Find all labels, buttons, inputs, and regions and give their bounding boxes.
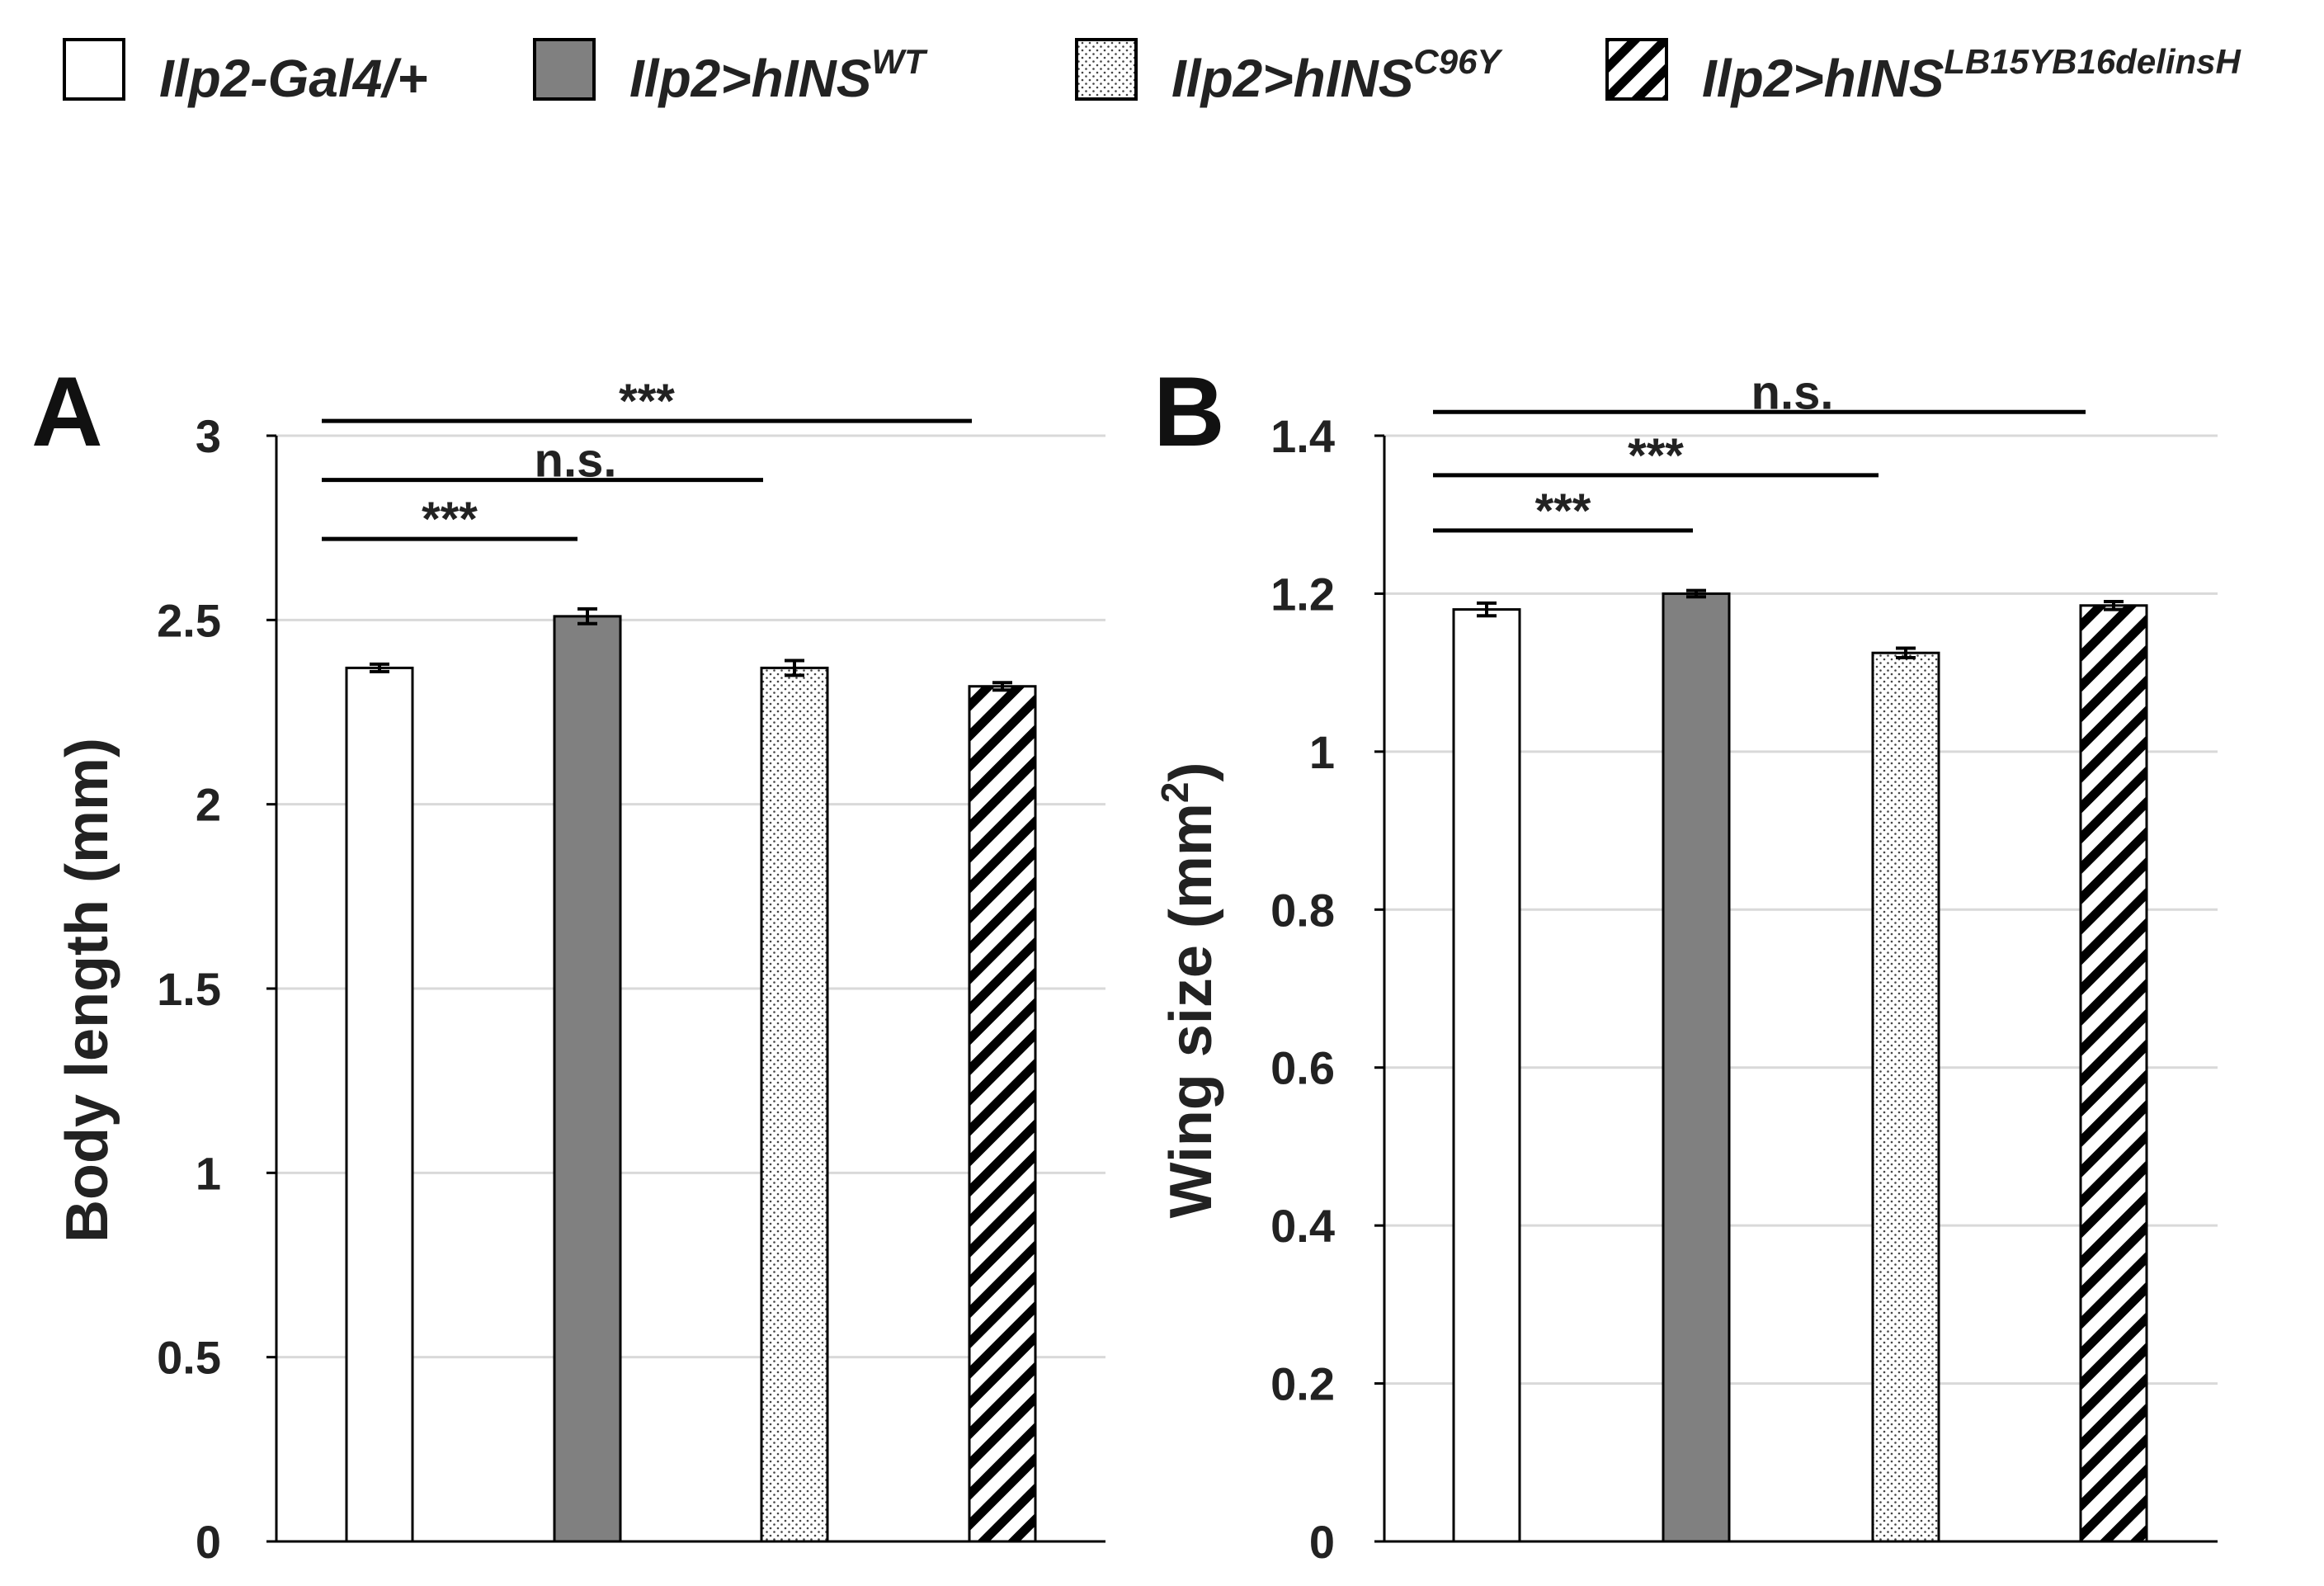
legend-label-base: Ilp2>hINS: [1171, 49, 1414, 108]
significance-label: n.s.: [1751, 366, 1834, 419]
significance-label: ***: [422, 493, 478, 546]
legend-swatch-ctrl: [63, 38, 125, 101]
legend-label-base: Ilp2>hINS: [629, 49, 872, 108]
bar-wt: [553, 615, 622, 1543]
y-axis-title-text: Wing size (mm: [1158, 803, 1224, 1218]
legend-label-superscript: C96Y: [1413, 42, 1503, 81]
bar-lb15: [968, 685, 1037, 1543]
significance-label: n.s.: [535, 434, 617, 488]
y-tick-label: 1.4: [1270, 410, 1335, 462]
bar-ctrl: [1452, 608, 1521, 1543]
panel-b: 0 0.2 0.4 0.6 0.8 1 1.2 1.4 B Wing size (mm2) *** *…: [1153, 356, 2218, 1568]
bar-c96y: [760, 666, 829, 1543]
bar-lb15: [2079, 604, 2148, 1543]
y-tick-label: 1: [196, 1147, 221, 1199]
significance-label: ***: [1628, 429, 1684, 483]
y-tick-label: 0.5: [157, 1332, 221, 1384]
y-axis-title: Body length (mm): [54, 738, 120, 1243]
panel-label: A: [31, 356, 103, 467]
y-tick-label: 1: [1309, 726, 1335, 778]
y-tick-label: 1.2: [1270, 568, 1335, 620]
y-tick-label: 3: [196, 410, 221, 462]
legend-swatch-c96y: [1075, 38, 1138, 101]
legend-label-wt: Ilp2>hINSWT: [629, 42, 928, 108]
y-tick-label: 0.6: [1270, 1042, 1335, 1094]
y-tick-label: 0.2: [1270, 1358, 1335, 1410]
significance-label: ***: [619, 375, 675, 428]
legend-label-base: Ilp2-Gal4/+: [159, 49, 427, 108]
y-axis-title-end: ): [1158, 762, 1224, 782]
legend-label-superscript: LB15YB16delinsH: [1944, 42, 2242, 81]
legend-label-c96y: Ilp2>hINSC96Y: [1171, 42, 1503, 108]
legend-swatch-lb15: [1605, 38, 1668, 101]
bar-ctrl: [345, 666, 414, 1543]
y-axis-title-superscript: 2: [1153, 781, 1196, 803]
y-tick-label: 0.4: [1270, 1200, 1335, 1252]
legend: Ilp2-Gal4/+ Ilp2>hINSWT Ilp2>hINSC96Y Ilp2>…: [63, 38, 2242, 108]
legend-label-ctrl: Ilp2-Gal4/+: [159, 49, 427, 108]
legend-label-superscript: WT: [871, 42, 928, 81]
y-tick-label: 0: [1309, 1516, 1335, 1568]
y-tick-label: 0: [196, 1516, 221, 1568]
panel-label: B: [1153, 356, 1225, 467]
y-tick-label: 0.8: [1270, 884, 1335, 936]
bar-wt: [1662, 592, 1731, 1543]
y-axis-title-text: Body length (mm): [54, 738, 120, 1243]
legend-label-base: Ilp2>hINS: [1702, 49, 1945, 108]
legend-label-lb15: Ilp2>hINSLB15YB16delinsH: [1702, 42, 2242, 108]
y-tick-label: 2.5: [157, 594, 221, 646]
y-tick-label: 1.5: [157, 963, 221, 1015]
y-tick-label: 2: [196, 779, 221, 831]
significance-label: ***: [1535, 484, 1591, 538]
y-axis-title: Wing size (mm2): [1153, 762, 1224, 1219]
bar-c96y: [1871, 651, 1940, 1543]
legend-swatch-wt: [533, 38, 596, 101]
